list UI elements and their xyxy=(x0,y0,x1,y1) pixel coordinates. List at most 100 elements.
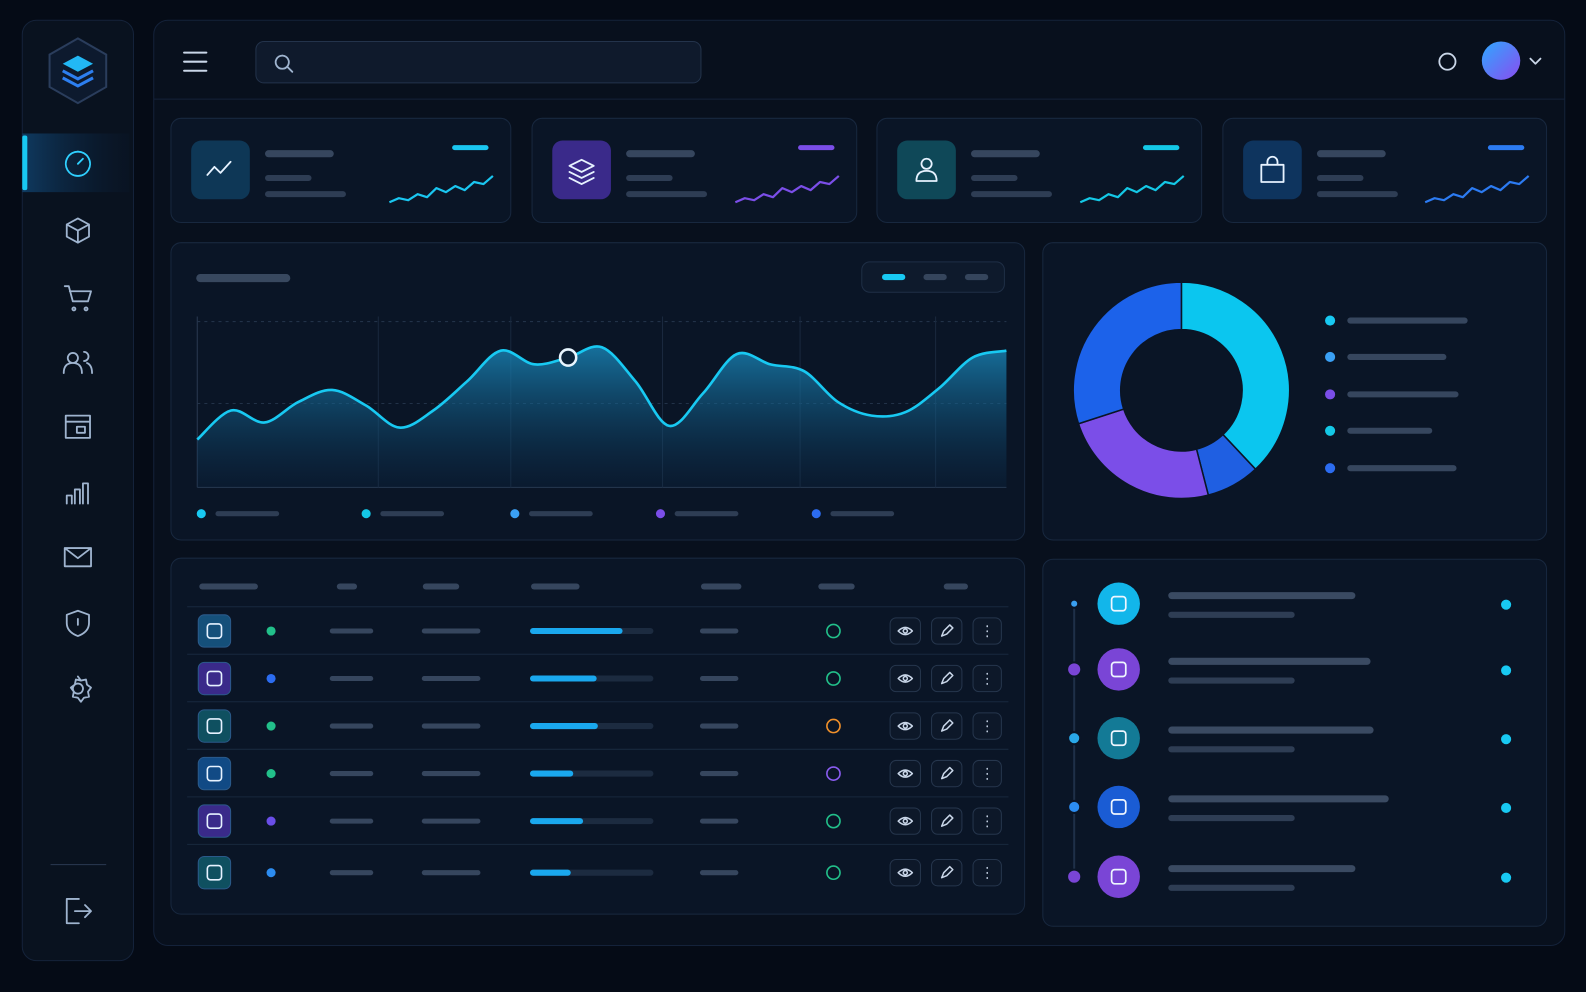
status-dot xyxy=(266,673,276,684)
nav-item[interactable] xyxy=(58,474,98,510)
row-icon xyxy=(197,709,232,743)
table-panel xyxy=(170,557,1026,915)
placeholder-bar xyxy=(329,675,374,682)
activity-icon xyxy=(1097,785,1140,829)
placeholder-bar xyxy=(422,583,460,590)
kpi-card xyxy=(531,117,858,223)
legend-dot xyxy=(1325,425,1336,436)
row-icon xyxy=(197,614,232,648)
row-icon-glyph xyxy=(206,670,223,687)
status-ring xyxy=(826,718,841,734)
area-fill xyxy=(197,346,1007,488)
button-icon xyxy=(940,719,954,732)
activity-status xyxy=(1501,665,1512,676)
placeholder-bar xyxy=(699,723,739,729)
toggle-option[interactable] xyxy=(923,274,947,281)
placeholder-bar xyxy=(329,723,374,729)
placeholder-bar xyxy=(1168,592,1356,600)
row-icon xyxy=(197,855,232,890)
view-button[interactable] xyxy=(889,759,921,788)
timeline-dot xyxy=(1067,731,1082,746)
placeholder-bar xyxy=(1347,427,1433,434)
view-button[interactable] xyxy=(889,712,921,740)
notification-icon[interactable] xyxy=(1438,52,1457,71)
activity-icon xyxy=(1097,855,1140,898)
highlight-point[interactable] xyxy=(558,348,578,367)
row-icon-glyph xyxy=(206,864,223,881)
button-icon xyxy=(940,814,954,827)
kpi-icon xyxy=(568,158,595,185)
edit-button[interactable] xyxy=(931,759,963,788)
row-icon-glyph xyxy=(206,718,223,734)
placeholder-bar xyxy=(699,870,739,876)
donut-segment[interactable] xyxy=(1180,281,1291,471)
activity-panel xyxy=(1042,558,1548,927)
placeholder-bar xyxy=(1168,865,1356,873)
view-button[interactable] xyxy=(889,617,921,645)
placeholder-bar xyxy=(700,583,742,590)
edit-button[interactable] xyxy=(931,712,963,740)
edit-button[interactable] xyxy=(931,617,963,645)
legend-dot xyxy=(1325,463,1336,474)
nav-active xyxy=(22,133,130,193)
logout-icon xyxy=(65,898,92,925)
edit-button[interactable] xyxy=(931,664,963,693)
kpi-card xyxy=(1222,117,1548,223)
activity-status xyxy=(1501,802,1512,814)
nav-active-indicator xyxy=(22,135,28,191)
avatar[interactable] xyxy=(1481,41,1521,80)
activity-status xyxy=(1501,599,1512,610)
placeholder-bar xyxy=(1168,657,1371,665)
button-icon xyxy=(897,868,914,877)
placeholder-bar xyxy=(336,583,358,590)
placeholder-bar xyxy=(626,150,695,158)
nav-item[interactable] xyxy=(58,344,98,380)
status-dot xyxy=(266,816,276,826)
activity-icon xyxy=(1097,648,1140,691)
edit-button[interactable] xyxy=(931,859,963,887)
search-box[interactable] xyxy=(255,40,702,84)
legend-dot xyxy=(1325,315,1336,326)
timeline-dot xyxy=(1066,868,1083,885)
nav-item[interactable] xyxy=(58,278,98,314)
logo-mark xyxy=(61,69,94,88)
status-dot xyxy=(266,721,276,731)
edit-button[interactable] xyxy=(931,807,963,835)
view-button[interactable] xyxy=(889,664,921,693)
button-icon xyxy=(897,626,914,636)
status-dot xyxy=(266,769,276,779)
logo-mark xyxy=(62,55,94,72)
placeholder-bar xyxy=(421,771,481,777)
placeholder-bar xyxy=(798,145,835,151)
nav-icon xyxy=(63,285,92,312)
legend-dot xyxy=(196,509,206,519)
placeholder-bar xyxy=(943,583,968,590)
view-button[interactable] xyxy=(889,859,921,887)
kpi-icon-box xyxy=(191,140,250,200)
legend-dot xyxy=(1325,389,1336,400)
placeholder-bar xyxy=(699,628,739,634)
view-button[interactable] xyxy=(889,807,921,835)
placeholder-bar xyxy=(1168,815,1295,822)
placeholder-bar xyxy=(1168,795,1389,803)
button-icon xyxy=(897,769,914,778)
toggle-option[interactable] xyxy=(882,274,906,281)
donut-segment[interactable] xyxy=(1072,281,1183,425)
toggle-option[interactable] xyxy=(964,274,989,281)
placeholder-bar xyxy=(199,583,258,590)
button-icon xyxy=(940,865,954,879)
row-icon-glyph xyxy=(206,765,223,782)
placeholder-bar xyxy=(531,583,580,590)
placeholder-bar xyxy=(529,511,593,517)
kpi-sparkline xyxy=(734,175,840,204)
button-icon xyxy=(940,766,954,780)
placeholder-bar xyxy=(699,818,739,824)
placeholder-bar xyxy=(196,274,291,283)
placeholder-bar xyxy=(215,511,280,517)
timeline-dot xyxy=(1066,661,1083,678)
placeholder-bar xyxy=(1347,465,1457,472)
placeholder-bar xyxy=(1316,191,1398,198)
status-ring xyxy=(826,623,841,639)
placeholder-bar xyxy=(971,150,1040,158)
